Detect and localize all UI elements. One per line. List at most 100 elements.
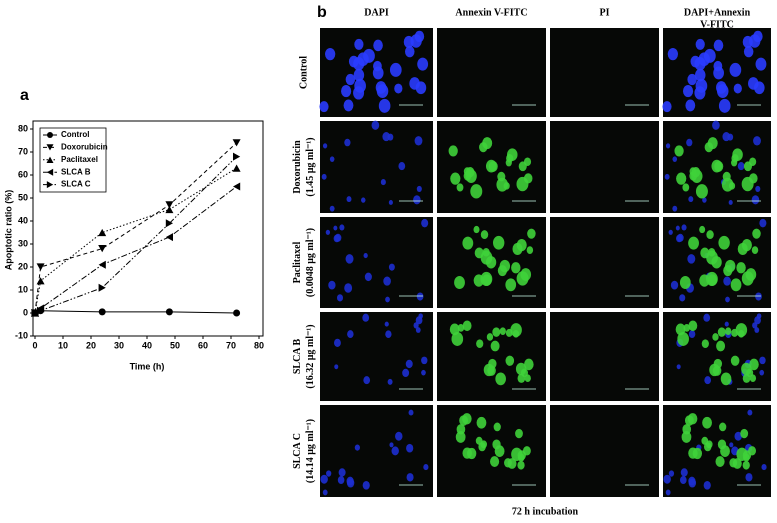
cell: [720, 372, 732, 386]
cell: [718, 235, 730, 250]
row-label: SLCA C: [292, 433, 303, 469]
cell: [682, 424, 692, 435]
marker: [36, 277, 45, 285]
cell: [473, 225, 480, 234]
cell: [423, 463, 429, 471]
legend-label: SLCA C: [61, 180, 91, 189]
cell: [511, 262, 521, 274]
cell: [385, 330, 392, 339]
cell: [456, 424, 466, 435]
y-tick-label: 30: [18, 238, 28, 248]
marker: [98, 283, 106, 292]
cell: [480, 440, 488, 449]
cell: [759, 218, 767, 228]
plot-frame: [32, 120, 264, 337]
cell: [494, 445, 505, 458]
cell: [495, 372, 506, 386]
cell: [409, 77, 420, 90]
cell: [512, 329, 520, 338]
y-tick-label: 50: [18, 192, 28, 202]
cell: [476, 339, 484, 348]
cell: [755, 292, 762, 301]
series-line: [34, 186, 237, 314]
cell: [482, 137, 493, 150]
cell: [722, 131, 731, 142]
cell: [380, 179, 386, 186]
cell: [462, 447, 472, 459]
cell: [680, 468, 688, 477]
cell: [515, 428, 523, 439]
cell: [695, 68, 706, 82]
micrograph: [320, 217, 433, 308]
cell: [496, 177, 508, 192]
y-tick-label: 10: [18, 284, 28, 294]
cell: [686, 138, 693, 147]
cell: [321, 173, 327, 180]
marker: [98, 260, 106, 269]
cell: [685, 99, 696, 112]
micrograph: [550, 28, 659, 117]
row-label: (0.0048 μg ml⁻¹): [305, 228, 316, 297]
row-label: SLCA B: [292, 339, 303, 375]
legend-label: SLCA B: [61, 167, 91, 176]
cell: [363, 253, 368, 259]
cell: [707, 137, 718, 150]
cell: [421, 218, 429, 228]
cell: [676, 364, 681, 370]
column-header: DAPI: [364, 7, 389, 18]
cell: [703, 480, 711, 490]
cell: [679, 294, 686, 302]
y-tick-label: 40: [18, 215, 28, 225]
cell: [688, 320, 698, 332]
cell: [361, 197, 366, 203]
marker: [233, 152, 241, 161]
cell: [384, 321, 389, 327]
cell: [406, 473, 414, 482]
cell: [341, 85, 352, 98]
cell: [732, 148, 743, 162]
cell: [408, 409, 414, 416]
cell: [394, 83, 403, 94]
cell: [742, 460, 750, 470]
cell: [683, 323, 690, 332]
cell: [663, 474, 671, 484]
cell: [362, 313, 370, 322]
cell: [675, 225, 680, 231]
cell: [699, 274, 710, 287]
cell: [329, 156, 335, 162]
cell: [388, 263, 395, 271]
cell: [488, 358, 497, 369]
cell: [701, 339, 709, 348]
cell: [702, 416, 712, 429]
marker: [36, 263, 45, 271]
cell: [450, 172, 461, 185]
cell: [499, 327, 506, 335]
cell: [383, 276, 391, 286]
cell: [406, 443, 414, 453]
cell: [732, 458, 742, 469]
cell: [720, 445, 730, 458]
cell: [415, 316, 423, 325]
cell: [695, 38, 705, 50]
row-label: Doxorubicin: [292, 140, 303, 194]
cell: [681, 431, 692, 443]
cell: [486, 333, 494, 341]
marker: [232, 164, 241, 172]
cell: [413, 322, 419, 329]
cell: [462, 320, 472, 332]
cell: [737, 162, 745, 171]
cell: [345, 254, 354, 264]
cell: [414, 136, 423, 146]
cell: [421, 356, 428, 365]
cell: [679, 276, 691, 289]
cell: [402, 368, 410, 378]
cell: [490, 456, 500, 468]
cell: [319, 101, 329, 113]
cell: [749, 34, 761, 48]
column-header: V-FITC: [700, 19, 734, 30]
x-tick-label: 50: [170, 340, 180, 350]
marker: [46, 156, 54, 163]
x-tick-label: 70: [226, 340, 236, 350]
cell: [421, 369, 426, 376]
